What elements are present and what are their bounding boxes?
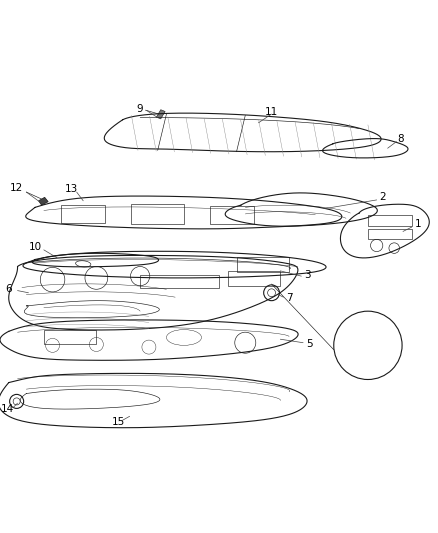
Text: 14: 14	[1, 405, 14, 414]
Polygon shape	[156, 110, 165, 119]
Text: 15: 15	[112, 417, 125, 427]
Text: 5: 5	[306, 338, 313, 349]
Text: 3: 3	[304, 270, 311, 280]
Circle shape	[334, 311, 402, 379]
Text: 6: 6	[5, 284, 12, 294]
Text: 8: 8	[397, 134, 404, 144]
Text: 9: 9	[137, 104, 144, 114]
Text: 1: 1	[415, 220, 422, 229]
Text: 10: 10	[28, 242, 42, 252]
Text: 2: 2	[379, 192, 386, 203]
Text: 7: 7	[286, 293, 293, 303]
Text: 13: 13	[65, 183, 78, 193]
Polygon shape	[39, 197, 48, 205]
Text: 12: 12	[10, 183, 23, 192]
Text: 4: 4	[358, 341, 365, 350]
Text: 11: 11	[265, 107, 278, 117]
